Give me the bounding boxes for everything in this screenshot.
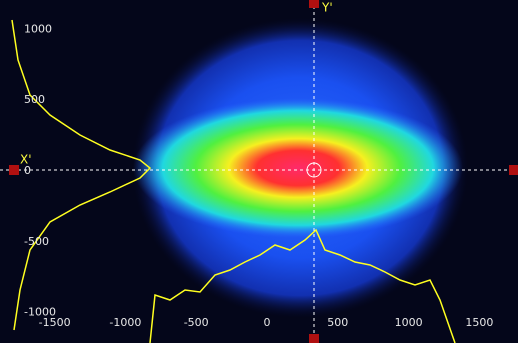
handle[interactable] xyxy=(509,165,518,175)
x-profile xyxy=(149,228,456,343)
x-tick-label: 1500 xyxy=(465,316,493,329)
x-tick-label: -1000 xyxy=(109,316,141,329)
x-tick-label: -1500 xyxy=(39,316,71,329)
y-tick-label: 0 xyxy=(24,164,31,177)
x-tick-label: 500 xyxy=(327,316,348,329)
x-tick-label: -500 xyxy=(184,316,209,329)
beam-core xyxy=(133,98,463,238)
crosshair-center xyxy=(306,162,322,178)
x-tick-label: 0 xyxy=(264,316,271,329)
handle[interactable] xyxy=(309,334,319,343)
x-tick-label: 1000 xyxy=(395,316,423,329)
y-tick-label: -1000 xyxy=(24,306,56,319)
handle[interactable] xyxy=(9,165,19,175)
y-tick-label: 1000 xyxy=(24,22,52,35)
y-label: Y' xyxy=(321,1,333,15)
x-label: X' xyxy=(20,153,32,167)
y-tick-label: -500 xyxy=(24,235,49,248)
y-profile xyxy=(11,19,152,331)
y-tick-label: 500 xyxy=(24,93,45,106)
handle[interactable] xyxy=(309,0,319,8)
